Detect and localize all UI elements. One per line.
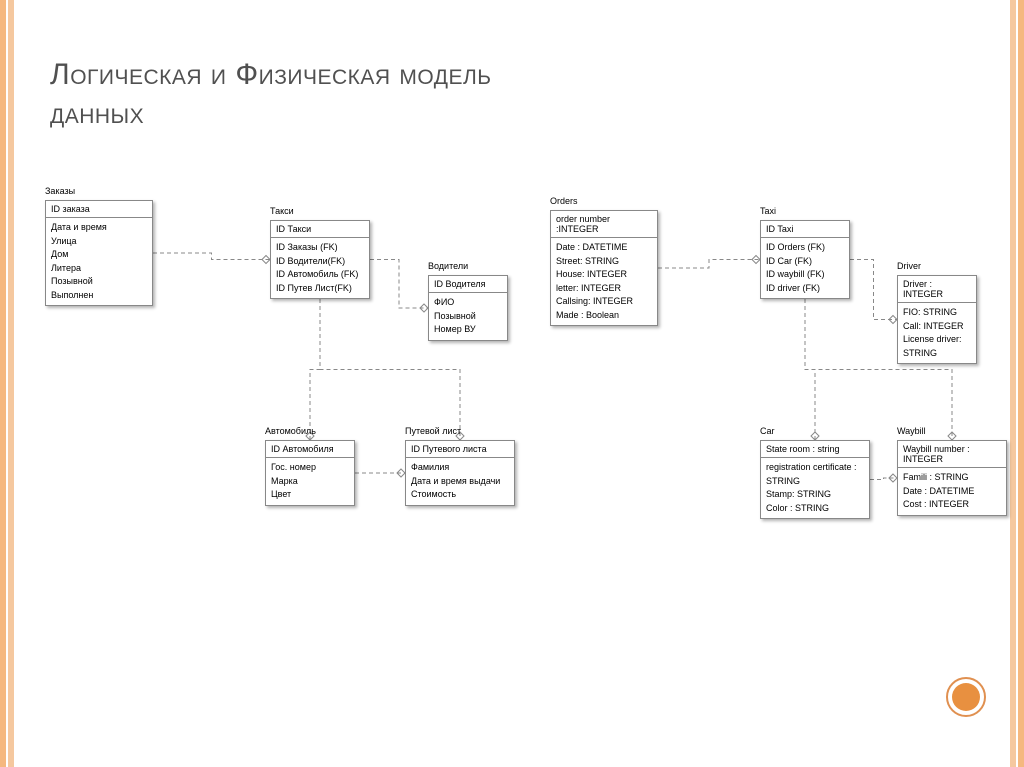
entity-label: Car bbox=[760, 426, 775, 436]
entity-pk: Waybill number : INTEGER bbox=[897, 440, 1007, 468]
entity-fields: ID Orders (FK)ID Car (FK)ID waybill (FK)… bbox=[760, 238, 850, 299]
entity-fields: ID Заказы (FK)ID Водители(FK)ID Автомоби… bbox=[270, 238, 370, 299]
entity-label: Такси bbox=[270, 206, 294, 216]
entity-pk: order number :INTEGER bbox=[550, 210, 658, 238]
entity-label: Driver bbox=[897, 261, 921, 271]
entity-fields: FIO: STRINGCall: INTEGERLicense driver: … bbox=[897, 303, 977, 364]
entity-pk: Driver : INTEGER bbox=[897, 275, 977, 303]
entity-fields: ФИОПозывнойНомер ВУ bbox=[428, 293, 508, 341]
entity-fields: Date : DATETIMEStreet: STRINGHouse: INTE… bbox=[550, 238, 658, 326]
slide-title: Логическая и Физическая модель данных bbox=[50, 55, 492, 133]
accent-circle-fill-icon bbox=[952, 683, 980, 711]
entity-car: CarState room : stringregistration certi… bbox=[760, 440, 870, 519]
entity-waybill: WaybillWaybill number : INTEGERFamili : … bbox=[897, 440, 1007, 516]
entity-fields: Famili : STRINGDate : DATETIMECost : INT… bbox=[897, 468, 1007, 516]
entity-orders: Ordersorder number :INTEGERDate : DATETI… bbox=[550, 210, 658, 326]
entity-putevoy: Путевой листID Путевого листаФамилияДата… bbox=[405, 440, 515, 506]
entity-label: Orders bbox=[550, 196, 578, 206]
entity-label: Заказы bbox=[45, 186, 75, 196]
entity-taxi_en: TaxiID TaxiID Orders (FK)ID Car (FK)ID w… bbox=[760, 220, 850, 299]
entity-fields: ФамилияДата и время выдачиСтоимость bbox=[405, 458, 515, 506]
title-line1: Логическая и Физическая модель bbox=[50, 58, 492, 91]
entity-taxi_ru: ТаксиID ТаксиID Заказы (FK)ID Водители(F… bbox=[270, 220, 370, 299]
entity-driver: DriverDriver : INTEGERFIO: STRINGCall: I… bbox=[897, 275, 977, 364]
entity-voditeli: ВодителиID ВодителяФИОПозывнойНомер ВУ bbox=[428, 275, 508, 341]
entity-pk: ID Путевого листа bbox=[405, 440, 515, 458]
entity-label: Taxi bbox=[760, 206, 776, 216]
title-line2: данных bbox=[50, 97, 144, 130]
border-left-decoration bbox=[0, 0, 14, 767]
entity-pk: ID Автомобиля bbox=[265, 440, 355, 458]
entity-label: Путевой лист bbox=[405, 426, 461, 436]
entity-pk: ID Водителя bbox=[428, 275, 508, 293]
entity-pk: ID заказа bbox=[45, 200, 153, 218]
entity-zakazy: ЗаказыID заказаДата и времяУлицаДомЛитер… bbox=[45, 200, 153, 306]
entity-label: Waybill bbox=[897, 426, 926, 436]
entity-fields: Гос. номерМаркаЦвет bbox=[265, 458, 355, 506]
entity-pk: ID Taxi bbox=[760, 220, 850, 238]
border-right-decoration bbox=[1010, 0, 1024, 767]
slide: Логическая и Физическая модель данных За… bbox=[0, 0, 1024, 767]
entity-pk: ID Такси bbox=[270, 220, 370, 238]
er-diagram: Заказы ID заказаДата и времяУлицаДомЛитер… bbox=[40, 180, 980, 660]
entity-fields: Дата и времяУлицаДомЛитераПозывнойВыполн… bbox=[45, 218, 153, 306]
entity-label: Водители bbox=[428, 261, 468, 271]
entity-pk: State room : string bbox=[760, 440, 870, 458]
entity-avtomobil: АвтомобильID АвтомобиляГос. номерМаркаЦв… bbox=[265, 440, 355, 506]
entity-label: Автомобиль bbox=[265, 426, 316, 436]
entity-fields: registration certificate : STRINGStamp: … bbox=[760, 458, 870, 519]
